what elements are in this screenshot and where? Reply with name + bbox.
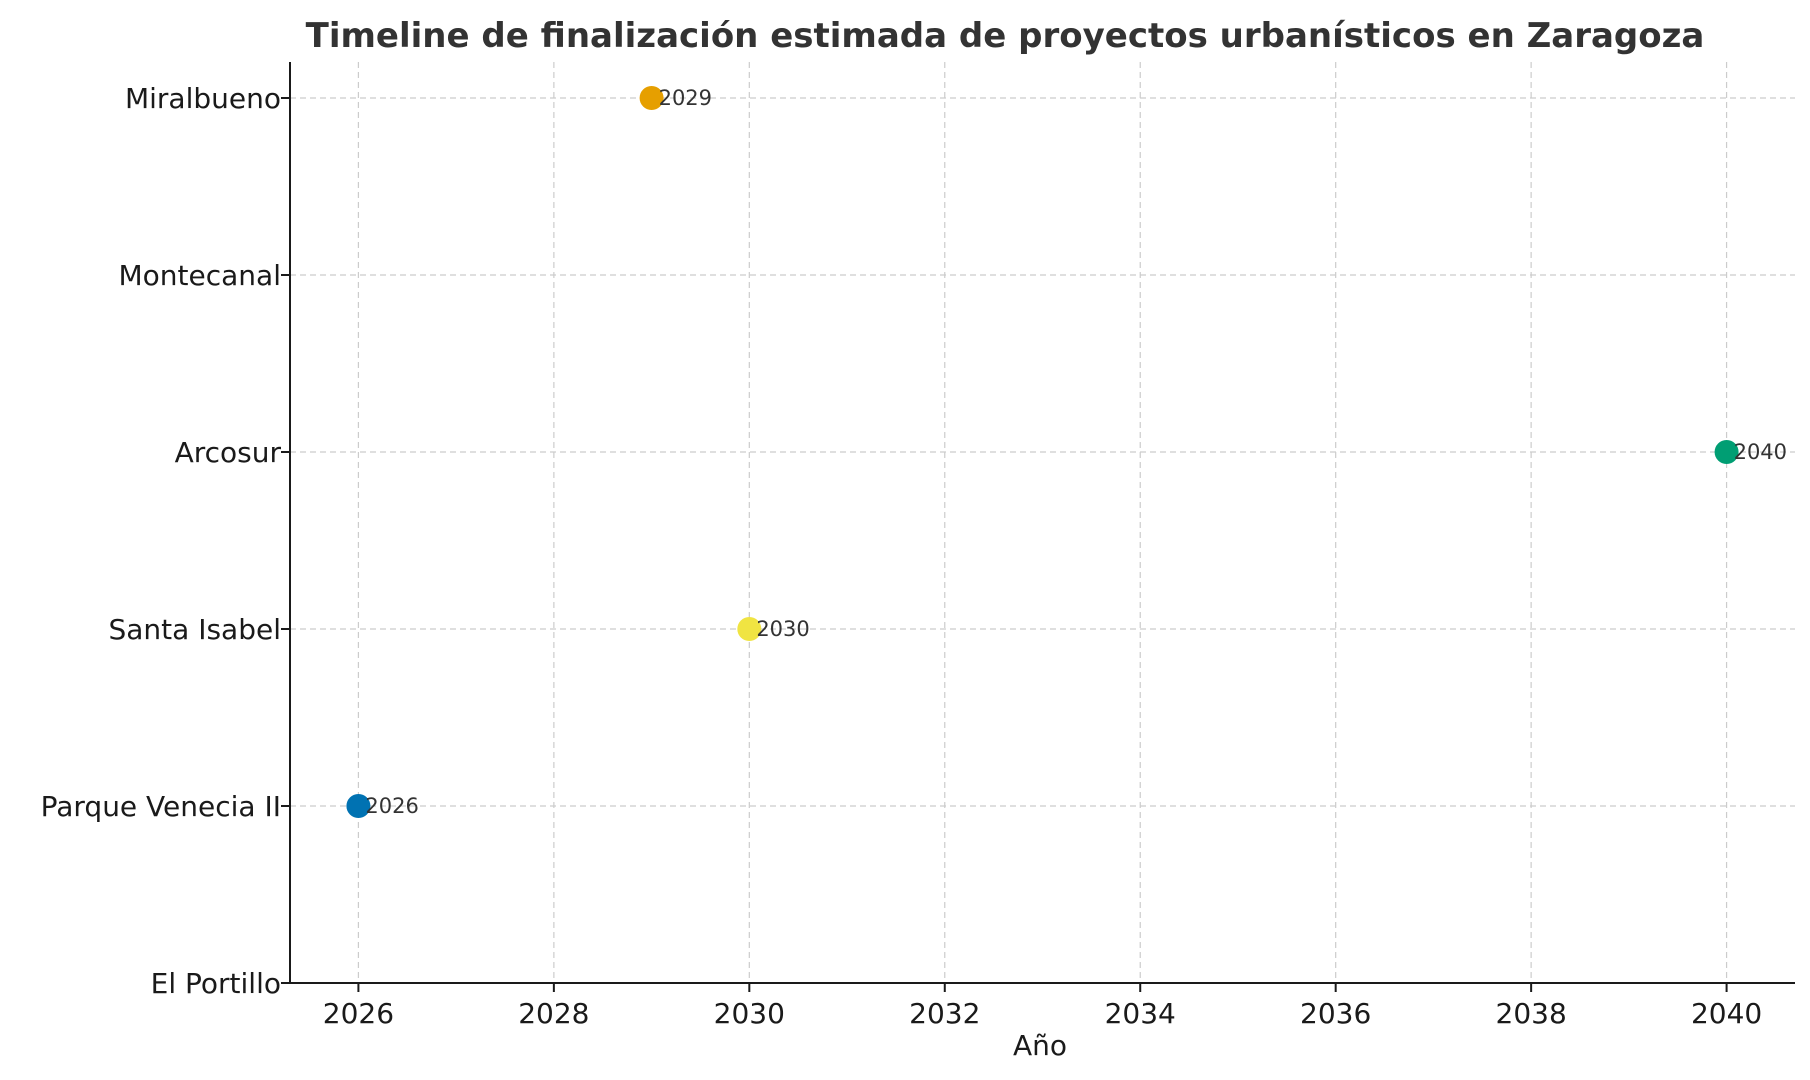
data-point bbox=[737, 617, 762, 641]
data-point bbox=[346, 794, 371, 818]
data-label: 2029 bbox=[659, 86, 712, 110]
x-tick-label: 2032 bbox=[909, 997, 980, 1030]
y-tick-label: El Portillo bbox=[151, 967, 281, 1000]
x-tick-label: 2036 bbox=[1300, 997, 1371, 1030]
y-tick-label: Miralbueno bbox=[125, 82, 281, 115]
x-tick-label: 2028 bbox=[518, 997, 589, 1030]
axes-layer bbox=[289, 62, 1795, 984]
x-tick-label: 2026 bbox=[323, 997, 394, 1030]
y-tick-label: Parque Venecia II bbox=[41, 790, 281, 823]
y-tick-label: Arcosur bbox=[175, 436, 282, 469]
chart-title: Timeline de finalización estimada de pro… bbox=[306, 16, 1705, 56]
y-tick-label: Montecanal bbox=[119, 259, 281, 292]
points-layer: 2029 2040 2030 2026 bbox=[346, 86, 1787, 818]
x-tick-label: 2040 bbox=[1691, 997, 1762, 1030]
data-label: 2030 bbox=[756, 617, 809, 641]
x-tick-label: 2038 bbox=[1496, 997, 1567, 1030]
x-axis-label: Año bbox=[1013, 1029, 1067, 1062]
data-label: 2026 bbox=[365, 794, 418, 818]
grid-layer bbox=[290, 62, 1795, 984]
x-tick-label: 2030 bbox=[714, 997, 785, 1030]
ticks-layer: 2026 2028 2030 2032 2034 2036 2038 2040 El Porti… bbox=[41, 82, 1763, 1030]
x-tick-label: 2034 bbox=[1105, 997, 1176, 1030]
data-point bbox=[639, 86, 664, 110]
y-tick-label: Santa Isabel bbox=[109, 613, 282, 646]
data-point bbox=[1714, 440, 1739, 464]
data-label: 2040 bbox=[1734, 440, 1787, 464]
